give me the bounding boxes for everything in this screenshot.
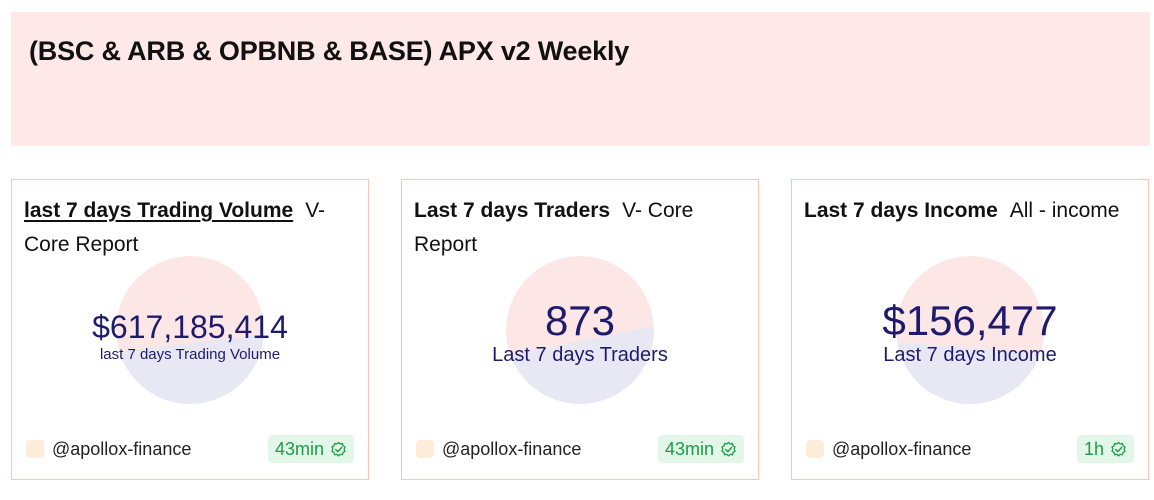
card-footer: @apollox-finance 43min (416, 435, 744, 463)
card-title-link[interactable]: Last 7 days Traders (414, 199, 611, 222)
author-link[interactable]: @apollox-finance (806, 439, 971, 460)
author-link[interactable]: @apollox-finance (26, 439, 191, 460)
author-name: @apollox-finance (52, 438, 192, 459)
value-block: 873 Last 7 days Traders (402, 297, 758, 367)
donut-chart (506, 256, 654, 404)
card-footer: @apollox-finance 43min (26, 435, 354, 463)
avatar (416, 440, 434, 458)
card-title-link[interactable]: last 7 days Trading Volume (24, 199, 294, 222)
card-title-subtitle: V- Core Report (24, 199, 326, 256)
dashboard-header: (BSC & ARB & OPBNB & BASE) APX v2 Weekly (11, 12, 1150, 146)
metric-value: 873 (544, 297, 616, 344)
avatar (806, 440, 824, 458)
refresh-age: 43min (274, 438, 324, 459)
check-badge-icon (721, 441, 736, 457)
value-block: $156,477 Last 7 days Income (792, 297, 1148, 367)
metric-value: $156,477 (882, 297, 1058, 344)
donut-chart (896, 256, 1044, 404)
card-title: last 7 days Trading Volume V- Core Report (24, 194, 354, 262)
card-title-subtitle: All - income (1009, 199, 1120, 222)
refresh-badge[interactable]: 43min (657, 435, 744, 463)
refresh-badge[interactable]: 43min (267, 435, 354, 463)
value-block: $617,185,414 last 7 days Trading Volume (12, 308, 368, 364)
card-trading-volume[interactable]: last 7 days Trading Volume V- Core Report… (11, 179, 369, 480)
refresh-age: 43min (664, 438, 714, 459)
metric-value: $617,185,414 (92, 309, 288, 345)
card-title: Last 7 days Income All - income (804, 194, 1134, 228)
author-link[interactable]: @apollox-finance (416, 439, 581, 460)
card-title-link[interactable]: Last 7 days Income (804, 199, 998, 222)
refresh-badge[interactable]: 1h (1076, 435, 1134, 463)
card-title: Last 7 days Traders V- Core Report (414, 194, 744, 262)
donut-chart (116, 256, 264, 404)
metric-label: Last 7 days Traders (492, 344, 668, 366)
card-title-subtitle: V- Core Report (414, 199, 694, 256)
author-name: @apollox-finance (442, 438, 582, 459)
avatar (26, 440, 44, 458)
metric-label: last 7 days Trading Volume (99, 346, 281, 363)
card-footer: @apollox-finance 1h (806, 435, 1134, 463)
check-badge-icon (1111, 441, 1126, 457)
card-traders[interactable]: Last 7 days Traders V- Core Report 873 La… (401, 179, 759, 480)
card-income[interactable]: Last 7 days Income All - income $156,477 … (791, 179, 1149, 480)
author-name: @apollox-finance (832, 438, 972, 459)
dashboard-title: (BSC & ARB & OPBNB & BASE) APX v2 Weekly (29, 36, 630, 66)
refresh-age: 1h (1083, 438, 1104, 459)
metric-label: Last 7 days Income (883, 344, 1057, 366)
check-badge-icon (331, 441, 346, 457)
